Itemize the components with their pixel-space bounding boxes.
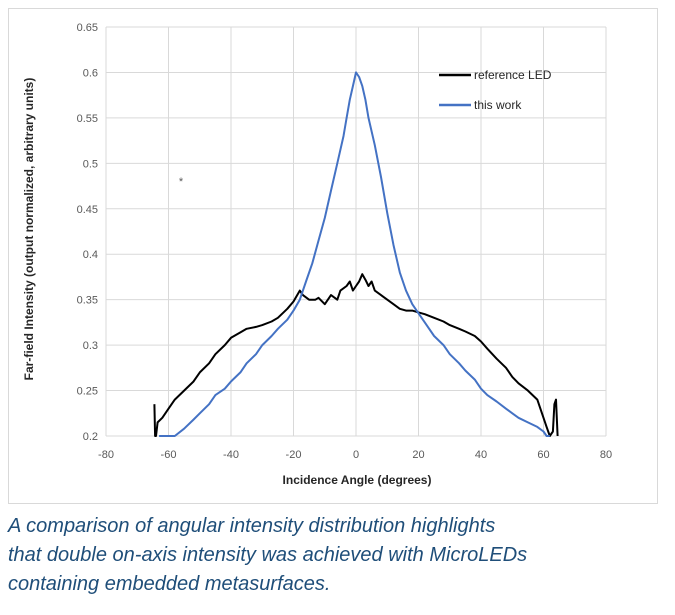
series-line-0	[153, 273, 559, 437]
y-tick-label: 0.2	[83, 431, 98, 443]
y-tick-label: 0.35	[77, 295, 98, 307]
caption-line: containing embedded metasurfaces.	[8, 573, 331, 595]
y-tick-label: 0.55	[77, 113, 98, 125]
x-tick-label: -80	[98, 449, 114, 461]
x-tick-label: -20	[286, 449, 302, 461]
y-tick-label: 0.6	[83, 67, 98, 79]
series-line-1	[159, 71, 550, 437]
x-tick-label: 20	[412, 449, 424, 461]
caption-line: that double on-axis intensity was achiev…	[8, 544, 528, 566]
x-tick-label: 80	[600, 449, 612, 461]
figure-caption: A comparison of angular intensity distri…	[8, 512, 668, 599]
tick-labels: -80 -60 -40 -20 0 20 40 60 80 0.2 0.25 0.3 0.35 0.4 0.…	[77, 22, 613, 461]
plot-lines	[153, 71, 559, 437]
x-axis-label: Incidence Angle (degrees)	[283, 473, 432, 487]
chart-legend: reference LED this work	[439, 68, 552, 112]
y-tick-label: 0.5	[83, 158, 98, 170]
y-axis-label: Far-field Intensity (output normalized, …	[22, 78, 36, 381]
x-tick-label: 0	[353, 449, 359, 461]
legend-label-1: this work	[474, 98, 522, 112]
y-tick-label: 0.4	[83, 249, 98, 261]
x-tick-label: -40	[223, 449, 239, 461]
chart-frame: -80 -60 -40 -20 0 20 40 60 80 0.2 0.25 0.3 0.35 0.4 0.…	[8, 8, 658, 504]
line-chart: -80 -60 -40 -20 0 20 40 60 80 0.2 0.25 0.3 0.35 0.4 0.…	[22, 22, 613, 487]
y-tick-label: 0.3	[83, 340, 98, 352]
y-tick-label: 0.25	[77, 386, 98, 398]
x-tick-label: -60	[161, 449, 177, 461]
caption-line: A comparison of angular intensity distri…	[8, 515, 496, 537]
annotation-marker: *	[179, 176, 184, 188]
legend-label-0: reference LED	[474, 68, 552, 82]
y-tick-label: 0.65	[77, 22, 98, 34]
x-tick-label: 60	[537, 449, 549, 461]
x-tick-label: 40	[475, 449, 487, 461]
chart-grid	[105, 26, 607, 437]
y-tick-label: 0.45	[77, 204, 98, 216]
